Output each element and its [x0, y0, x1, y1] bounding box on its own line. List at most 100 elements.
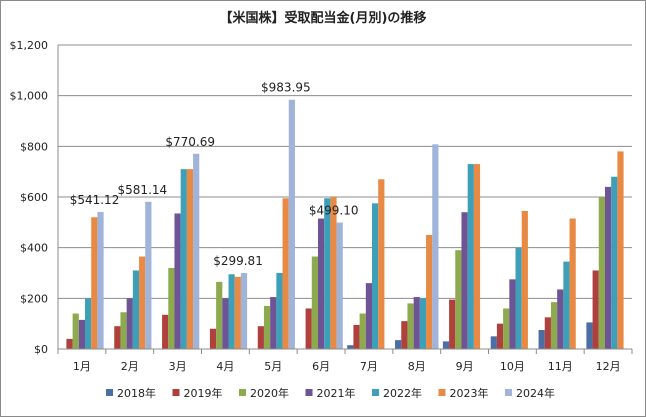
bar [216, 281, 223, 349]
x-tick-label: 8月 [408, 360, 426, 373]
bars [66, 99, 624, 349]
legend-label: 2023年 [450, 386, 489, 400]
bar [162, 314, 169, 349]
bar [611, 176, 618, 349]
bar [120, 312, 127, 349]
data-label: $299.81 [213, 254, 263, 268]
bar [407, 303, 414, 349]
bar [503, 308, 510, 349]
bar [365, 283, 373, 349]
legend-swatch [106, 389, 113, 396]
bar [455, 250, 462, 349]
bar [432, 144, 439, 349]
y-tick-label: $1,200 [10, 39, 49, 52]
data-label: $770.69 [165, 135, 215, 149]
legend-label: 2020年 [250, 386, 289, 400]
x-tick-label: 9月 [456, 360, 474, 373]
x-tick-label: 1月 [73, 360, 91, 373]
bar [66, 338, 73, 349]
bar [557, 289, 564, 349]
bar [378, 179, 385, 349]
bar [282, 198, 289, 349]
data-label: $499.10 [309, 204, 359, 218]
bar [168, 267, 175, 349]
bar [347, 345, 354, 349]
bar [509, 279, 516, 349]
bar [461, 212, 468, 349]
bar [139, 256, 146, 349]
legend-label: 2021年 [317, 386, 356, 400]
x-tick-label: 12月 [596, 360, 621, 373]
bar [305, 308, 312, 349]
chart-title: 【米国株】受取配当金(月別)の推移 [220, 10, 427, 26]
legend: 2018年 2019年 2020年 2021年 2022年 2023年 2024年 [106, 386, 555, 400]
bar [78, 319, 86, 349]
bar [490, 336, 497, 349]
x-tick-label: 5月 [264, 360, 282, 373]
data-labels: $541.12$581.14 $770.69 $299.81 $983.95 $499.… [70, 81, 359, 268]
bar [85, 298, 92, 349]
bar [550, 302, 558, 349]
bar [586, 322, 593, 349]
data-label: $983.95 [261, 81, 311, 95]
bar [263, 305, 271, 349]
bar [240, 273, 248, 349]
bar [145, 201, 152, 349]
bar [132, 270, 140, 349]
bar [234, 276, 241, 349]
bar [180, 169, 187, 349]
bar [617, 151, 624, 349]
bar [515, 247, 522, 349]
bar [563, 261, 570, 349]
bar [473, 164, 481, 349]
data-label: $581.14 [118, 183, 168, 197]
y-tick-label: $400 [20, 242, 48, 255]
legend-swatch [372, 389, 379, 396]
bar [353, 324, 360, 349]
legend-label: 2019年 [184, 386, 223, 400]
bar [359, 313, 366, 349]
bar [592, 270, 599, 349]
bar [496, 323, 504, 349]
bar [604, 186, 612, 349]
bar [598, 197, 605, 349]
bar [257, 326, 264, 349]
bar [317, 218, 325, 349]
bar [419, 298, 427, 349]
y-tick-label: $0 [34, 343, 48, 356]
y-tick-label: $200 [20, 292, 48, 305]
bar [186, 169, 194, 349]
bar [311, 256, 318, 349]
bar [288, 99, 295, 349]
bar [538, 330, 545, 349]
y-axis: $0 $200 $400 $600 $800 $1,000 $1,200 [10, 39, 59, 356]
bar [569, 218, 576, 349]
x-tick-label: 4月 [216, 360, 234, 373]
bar [336, 222, 343, 349]
legend-label: 2024年 [516, 386, 555, 400]
bar [395, 340, 402, 349]
bar [401, 321, 408, 349]
bar [521, 210, 528, 349]
legend-swatch [305, 389, 313, 396]
y-tick-label: $1,000 [10, 90, 49, 103]
bar [97, 211, 104, 349]
bar [276, 273, 283, 349]
bar [442, 341, 450, 349]
bar [324, 198, 331, 349]
bar [209, 328, 217, 349]
x-tick-label: 3月 [169, 360, 187, 373]
y-tick-label: $800 [20, 140, 48, 153]
legend-swatch [438, 389, 446, 396]
legend-swatch [239, 389, 246, 396]
legend-label: 2022年 [383, 386, 422, 400]
bar [126, 298, 133, 349]
bar [222, 298, 229, 349]
data-label: $541.12 [70, 193, 120, 207]
bar [72, 313, 79, 349]
bar [413, 297, 420, 349]
y-tick-label: $600 [20, 191, 48, 204]
bar [228, 274, 235, 349]
x-tick-label: 2月 [121, 360, 139, 373]
